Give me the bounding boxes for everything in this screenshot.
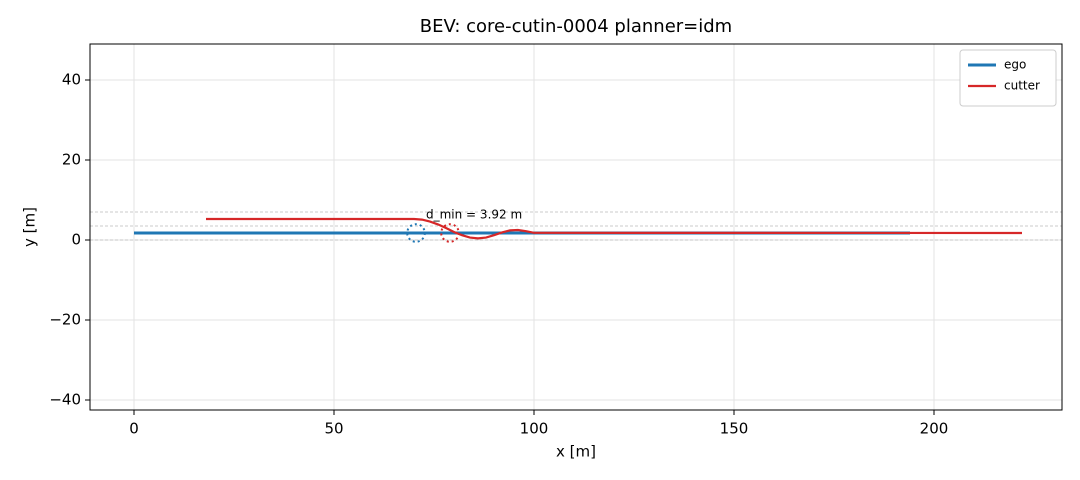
y-axis-label: y [m] xyxy=(21,207,39,247)
y-tick-label: 40 xyxy=(62,71,81,89)
x-axis-label: x [m] xyxy=(556,443,596,461)
x-tick-label: 200 xyxy=(920,420,949,438)
legend-label: ego xyxy=(1004,58,1026,72)
annotation: d_min = 3.92 m xyxy=(426,208,522,222)
x-tick-label: 100 xyxy=(520,420,549,438)
series-line xyxy=(206,217,1023,240)
x-tick-label: 150 xyxy=(720,420,749,438)
chart-title: BEV: core-cutin-0004 planner=idm xyxy=(420,16,732,37)
legend-label: cutter xyxy=(1004,79,1040,93)
y-tick-label: −40 xyxy=(49,391,81,409)
vehicle-circle xyxy=(440,223,460,243)
y-tick-label: 0 xyxy=(71,231,81,249)
plot-frame xyxy=(89,43,1063,411)
x-tick-label: 0 xyxy=(129,420,139,438)
y-tick-label: 20 xyxy=(62,151,81,169)
y-tick-label: −20 xyxy=(49,311,81,329)
vehicle-circle xyxy=(406,223,426,243)
x-tick-label: 50 xyxy=(324,420,343,438)
